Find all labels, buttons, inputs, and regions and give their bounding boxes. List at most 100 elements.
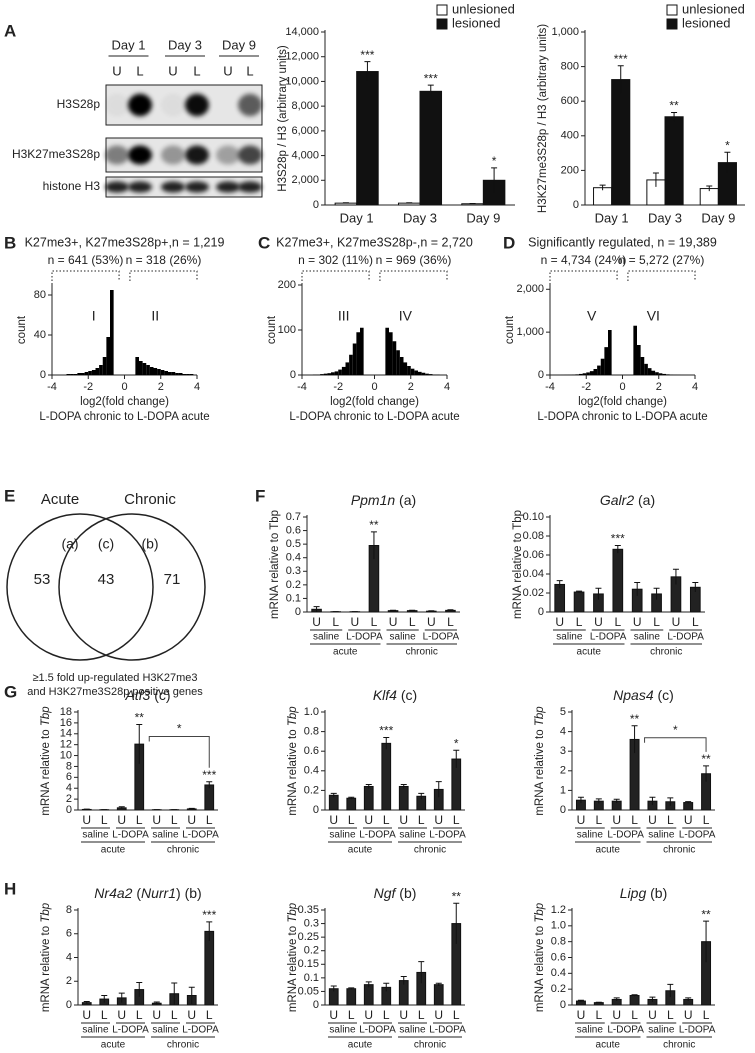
chart-title: Atf3 (c)	[124, 687, 170, 703]
supergroup-label: acute	[101, 1040, 126, 1051]
x-tick-label: Day 9	[701, 210, 735, 225]
x-tick-label: U	[152, 1008, 161, 1022]
y-tick-label: 1	[560, 784, 566, 796]
x-tick-label: U	[350, 615, 359, 629]
histogram-bar	[142, 363, 147, 375]
y-axis-label: mRNA relative to Tbp	[269, 510, 281, 619]
y-tick-label: 14,000	[285, 26, 319, 38]
venn-caption: ≥1.5 fold up-regulated H3K27me3	[32, 672, 197, 684]
y-tick-label: 200	[561, 164, 579, 176]
x-tick-label: Day 1	[595, 210, 629, 225]
x-tick-label: L	[136, 1008, 143, 1022]
histogram-bar	[153, 368, 158, 375]
y-tick-label: 4	[66, 951, 72, 963]
significance-label: ***	[202, 768, 216, 782]
histogram-bar	[84, 372, 89, 375]
chart-title: Galr2 (a)	[600, 492, 655, 508]
error-bar	[614, 545, 621, 554]
y-tick-label: 1.0	[304, 706, 319, 718]
x-tick-label: -4	[545, 381, 555, 393]
y-tick-label: 2,000	[516, 283, 544, 295]
supergroup-label: acute	[348, 1040, 373, 1051]
y-tick-label: 0.4	[286, 552, 301, 564]
group-label: saline	[82, 1025, 109, 1036]
blot-band	[105, 93, 129, 117]
x-tick-label: U	[82, 813, 91, 827]
histogram-bar	[597, 365, 601, 375]
error-bar	[617, 65, 624, 94]
y-tick-label: 0	[290, 369, 296, 381]
error-bar	[577, 999, 584, 1002]
blot-band	[161, 181, 185, 193]
subset-label: n = 318 (26%)	[126, 253, 202, 267]
x-axis-label: L-DOPA chronic to L-DOPA acute	[39, 411, 209, 423]
histogram-bar	[586, 372, 590, 375]
y-tick-label: 3	[560, 745, 566, 757]
subset-label: n = 969 (36%)	[376, 253, 452, 267]
x-tick-label: U	[399, 1008, 408, 1022]
supergroup-label: acute	[348, 845, 373, 856]
histogram-bar	[95, 368, 100, 375]
histogram-bar	[164, 371, 168, 375]
venn-count: 71	[164, 571, 181, 588]
group-label: L-DOPA	[679, 830, 716, 841]
x-tick-label: 4	[194, 381, 200, 393]
error-bar	[390, 609, 397, 612]
y-tick-label: 0.15	[298, 958, 319, 970]
y-tick-label: 0	[313, 999, 319, 1011]
x-tick-label: -4	[47, 381, 57, 393]
legend-swatch	[436, 18, 448, 30]
error-bar	[383, 982, 390, 992]
error-bar	[453, 749, 460, 768]
bar	[664, 116, 684, 206]
histogram-bar	[345, 362, 350, 375]
supergroup-label: acute	[596, 845, 621, 856]
histogram-bar	[135, 357, 139, 375]
y-tick-label: 0.3	[304, 917, 319, 929]
y-tick-label: 0	[295, 606, 301, 618]
x-tick-label: L	[453, 1008, 460, 1022]
bar	[612, 548, 624, 613]
group-label: saline	[556, 632, 583, 643]
x-tick-label: U	[594, 615, 603, 629]
legend-label: lesioned	[452, 15, 500, 30]
error-bar	[595, 798, 602, 804]
significance-label: **	[369, 518, 379, 532]
x-tick-label: U	[684, 813, 693, 827]
legend-label: lesioned	[682, 15, 730, 30]
x-tick-label: L	[101, 813, 108, 827]
error-bar	[652, 172, 659, 187]
y-axis-label-part: Tbp	[287, 706, 299, 726]
error-bar	[631, 994, 638, 997]
y-tick-label: 0.8	[551, 936, 566, 948]
bar	[346, 988, 357, 1006]
bar	[356, 71, 379, 206]
chart-title-part: (a)	[395, 492, 416, 508]
x-tick-label: L	[206, 1008, 213, 1022]
x-tick-label: L	[136, 813, 143, 827]
x-tick-label: U	[612, 813, 621, 827]
histogram-bar	[77, 373, 81, 375]
bar	[328, 794, 339, 811]
panel-letter: B	[4, 233, 16, 252]
subset-bracket	[379, 270, 448, 281]
group-label: saline	[634, 632, 661, 643]
y-tick-label: 0.6	[304, 745, 319, 757]
error-bar	[365, 784, 372, 789]
x-axis-label: L-DOPA chronic to L-DOPA acute	[289, 411, 459, 423]
histogram-bar	[338, 369, 342, 375]
chart-title: Klf4 (c)	[373, 687, 417, 703]
error-bar	[599, 184, 606, 191]
y-tick-label: 10,000	[285, 75, 319, 87]
group-label: L-DOPA	[429, 830, 466, 841]
histogram-bar	[178, 373, 183, 375]
significance-label: ***	[424, 71, 438, 85]
error-bar	[83, 808, 90, 810]
group-label: L-DOPA	[423, 632, 460, 643]
y-tick-label: 800	[561, 61, 579, 73]
y-tick-label: 0.1	[286, 592, 301, 604]
y-axis-label: mRNA relative to Tbp	[287, 902, 299, 1012]
y-axis-label-part: mRNA relative to	[534, 923, 546, 1012]
